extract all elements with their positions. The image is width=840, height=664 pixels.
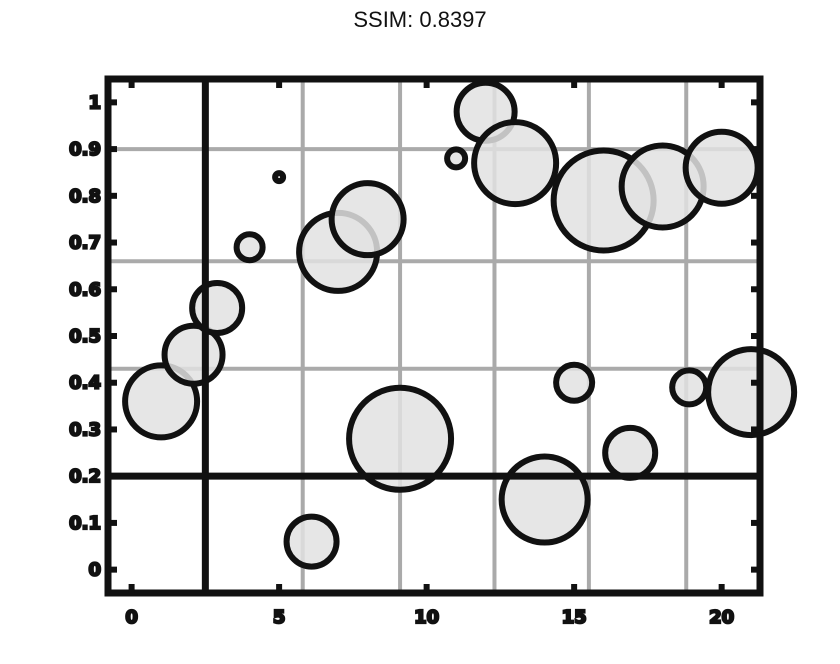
data-point [444, 146, 469, 171]
data-point [233, 231, 266, 264]
data-point [283, 513, 340, 570]
data-point [602, 424, 659, 481]
x-tick-label: 0 [125, 607, 138, 628]
y-tick-label: 0.6 [69, 279, 101, 300]
y-tick-label: 0.9 [69, 139, 101, 160]
y-tick-label: 0.7 [69, 233, 101, 254]
y-tick-label: 0.3 [69, 419, 101, 440]
axis-ticks: 0 5 10 15 20 0 0.1 0.2 0.3 0.4 0.5 0.6 0.7 0.8 0.9 1 [68, 79, 760, 629]
data-point [682, 128, 761, 207]
y-tick-label: 1 [88, 92, 101, 113]
y-tick-label: 0.2 [69, 466, 101, 487]
data-point [669, 367, 710, 408]
data-point [553, 361, 596, 404]
data-point [705, 346, 798, 439]
data-point [498, 453, 591, 546]
data-point [189, 279, 246, 336]
data-points [122, 79, 798, 570]
y-tick-label: 0.8 [69, 186, 101, 207]
y-tick-label: 0 [88, 560, 101, 581]
data-point [471, 119, 560, 208]
y-tick-label: 0.1 [69, 513, 101, 534]
data-point [122, 362, 201, 441]
y-tick-label: 0.5 [69, 326, 101, 347]
x-tick-label: 15 [562, 607, 587, 628]
x-tick-label: 5 [273, 607, 286, 628]
data-point [272, 170, 287, 185]
x-tick-label: 20 [709, 607, 734, 628]
data-point [346, 384, 455, 493]
x-tick-label: 10 [414, 607, 439, 628]
reference-lines [108, 79, 760, 593]
chart-title: SSIM: 0.8397 [353, 7, 486, 32]
y-tick-label: 0.4 [69, 373, 101, 394]
data-point [328, 180, 407, 259]
